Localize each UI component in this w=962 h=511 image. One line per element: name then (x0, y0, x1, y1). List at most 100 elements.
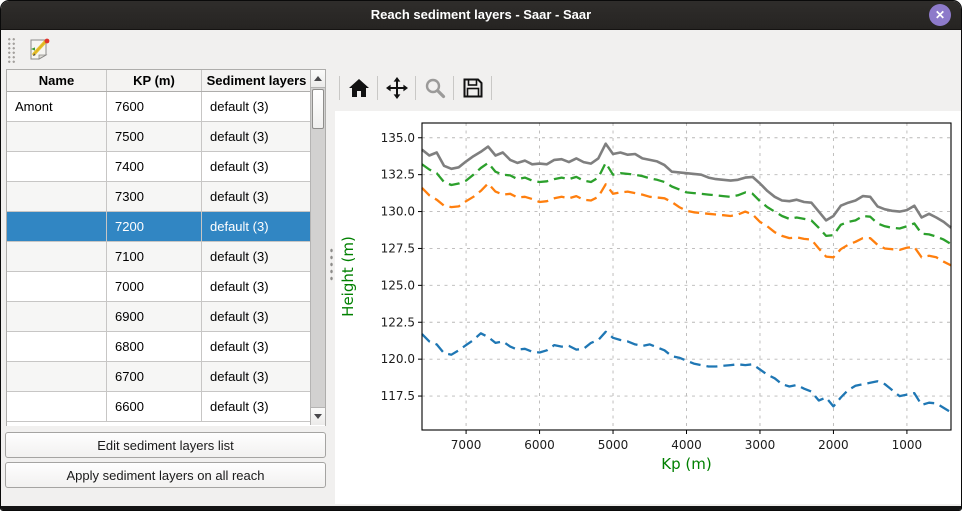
svg-text:125.0: 125.0 (381, 278, 415, 292)
svg-text:130.0: 130.0 (381, 205, 415, 219)
cell-kp: 7600 (107, 92, 202, 121)
cell-name (7, 302, 107, 331)
table-row[interactable]: 7200 default (3) (7, 212, 325, 242)
svg-text:3000: 3000 (745, 438, 776, 452)
cell-name (7, 152, 107, 181)
chart-canvas[interactable]: 7000 6000 5000 4000 3000 2000 1000 117.5 120.0 12… (335, 111, 961, 504)
cell-sediment_layers: default (3) (202, 332, 312, 361)
cell-sediment_layers: default (3) (202, 122, 312, 151)
scroll-down-button[interactable] (311, 407, 325, 425)
cell-kp: 6600 (107, 392, 202, 421)
cell-name (7, 362, 107, 391)
svg-text:1000: 1000 (892, 438, 923, 452)
toolbar-separator (377, 76, 378, 100)
edit-sediment-button[interactable] (23, 33, 55, 65)
table-row[interactable]: 7000 default (3) (7, 272, 325, 302)
cell-name (7, 182, 107, 211)
cell-sediment_layers: default (3) (202, 242, 312, 271)
pan-move-icon (385, 77, 408, 99)
cell-kp: 7300 (107, 182, 202, 211)
edit-sediment-layers-list-button[interactable]: Edit sediment layers list (5, 432, 326, 458)
chart-svg: 7000 6000 5000 4000 3000 2000 1000 117.5 120.0 12… (339, 122, 952, 473)
cell-sediment_layers: default (3) (202, 362, 312, 391)
cell-name (7, 272, 107, 301)
panel-splitter-handle[interactable] (329, 247, 334, 283)
cell-sediment_layers: default (3) (202, 392, 312, 421)
scroll-down-icon (314, 414, 322, 419)
cell-name: Amont (7, 92, 107, 121)
edit-note-icon (30, 38, 50, 60)
plot-pan-button[interactable] (378, 73, 415, 103)
cell-kp: 6800 (107, 332, 202, 361)
save-disk-icon (463, 78, 482, 98)
toolbar-drag-handle[interactable] (7, 37, 17, 63)
cell-name (7, 212, 107, 241)
table-row[interactable]: 7500 default (3) (7, 122, 325, 152)
main-toolbar (1, 30, 961, 68)
scrollbar-thumb[interactable] (312, 89, 324, 129)
svg-text:Kp (m): Kp (m) (661, 455, 711, 473)
cell-kp: 6900 (107, 302, 202, 331)
close-icon[interactable]: ✕ (929, 4, 951, 26)
plot-save-button[interactable] (454, 73, 491, 103)
cell-kp: 7200 (107, 212, 202, 241)
table-scrollbar[interactable] (310, 70, 325, 425)
table-row[interactable]: 6600 default (3) (7, 392, 325, 422)
table-row[interactable]: 7400 default (3) (7, 152, 325, 182)
table-row[interactable]: 6800 default (3) (7, 332, 325, 362)
apply-sediment-layers-button[interactable]: Apply sediment layers on all reach (5, 462, 326, 488)
column-header-sediment-layers[interactable]: Sediment layers (202, 70, 312, 91)
svg-text:2000: 2000 (818, 438, 849, 452)
home-icon (348, 78, 369, 97)
plot-home-button[interactable] (340, 73, 377, 103)
table-header-row: Name KP (m) Sediment layers (7, 70, 325, 92)
sediment-layers-table: Name KP (m) Sediment layers Amont 7600 def… (6, 69, 326, 426)
cell-sediment_layers: default (3) (202, 152, 312, 181)
svg-text:4000: 4000 (671, 438, 702, 452)
scroll-up-button[interactable] (311, 70, 325, 88)
cell-name (7, 332, 107, 361)
sediment-table-body: Amont 7600 default (3) 7500 default (3) 7400 d… (7, 92, 325, 422)
toolbar-separator (339, 76, 340, 100)
cell-sediment_layers: default (3) (202, 272, 312, 301)
svg-text:117.5: 117.5 (381, 389, 415, 403)
zoom-magnifier-icon (425, 78, 445, 99)
cell-sediment_layers: default (3) (202, 92, 312, 121)
toolbar-separator (491, 76, 492, 100)
cell-name (7, 122, 107, 151)
table-row[interactable]: 6700 default (3) (7, 362, 325, 392)
cell-kp: 6700 (107, 362, 202, 391)
cell-name (7, 392, 107, 421)
cell-sediment_layers: default (3) (202, 212, 312, 241)
svg-text:5000: 5000 (598, 438, 629, 452)
svg-text:132.5: 132.5 (381, 168, 415, 182)
cell-kp: 7500 (107, 122, 202, 151)
table-row[interactable]: 7100 default (3) (7, 242, 325, 272)
svg-text:Height (m): Height (m) (339, 236, 357, 317)
window-bottom-edge (1, 506, 961, 510)
svg-text:127.5: 127.5 (381, 241, 415, 255)
svg-text:135.0: 135.0 (381, 131, 415, 145)
table-row[interactable]: Amont 7600 default (3) (7, 92, 325, 122)
cell-name (7, 242, 107, 271)
cell-kp: 7400 (107, 152, 202, 181)
title-bar[interactable]: Reach sediment layers - Saar - Saar ✕ (1, 1, 961, 30)
cell-kp: 7000 (107, 272, 202, 301)
cell-kp: 7100 (107, 242, 202, 271)
column-header-name[interactable]: Name (7, 70, 107, 91)
scroll-up-icon (314, 76, 322, 81)
cell-sediment_layers: default (3) (202, 182, 312, 211)
svg-text:120.0: 120.0 (381, 352, 415, 366)
table-row[interactable]: 6900 default (3) (7, 302, 325, 332)
cell-sediment_layers: default (3) (202, 302, 312, 331)
plot-zoom-button[interactable] (416, 73, 453, 103)
window-title: Reach sediment layers - Saar - Saar (370, 7, 592, 22)
table-row[interactable]: 7300 default (3) (7, 182, 325, 212)
partial-next-row (7, 422, 325, 426)
column-header-kp[interactable]: KP (m) (107, 70, 202, 91)
svg-text:6000: 6000 (524, 438, 555, 452)
svg-text:122.5: 122.5 (381, 315, 415, 329)
toolbar-separator (415, 76, 416, 100)
svg-text:7000: 7000 (451, 438, 482, 452)
